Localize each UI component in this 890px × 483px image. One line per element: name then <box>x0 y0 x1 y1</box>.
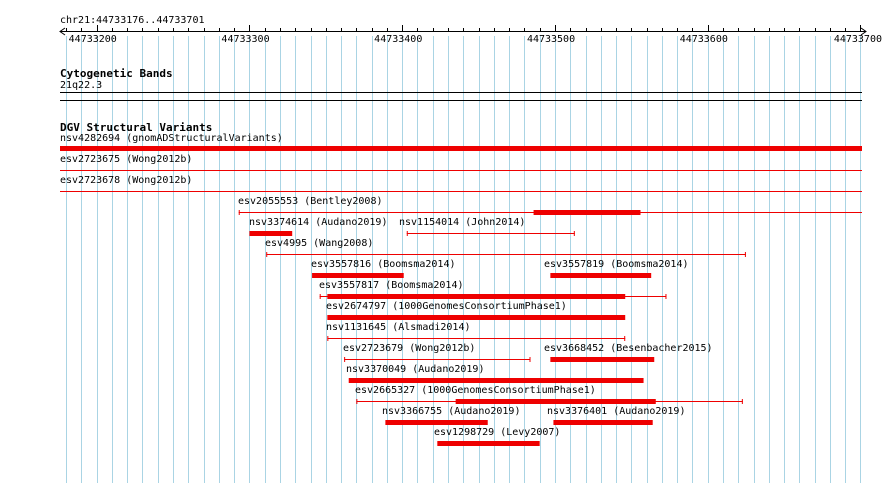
ruler-tick-label: 44733300 <box>221 34 270 45</box>
feature-label[interactable]: nsv3366755 (Audano2019) <box>382 406 521 417</box>
feature-block <box>550 273 652 278</box>
feature-block <box>327 315 626 320</box>
feature-label[interactable]: nsv1154014 (John2014) <box>399 217 526 228</box>
feature-label[interactable]: esv3668452 (Besenbacher2015) <box>544 343 713 354</box>
feature-label[interactable]: nsv3370049 (Audano2019) <box>346 364 485 375</box>
feature-label[interactable]: esv2723675 (Wong2012b) <box>60 154 193 165</box>
region-label: chr21:44733176..44733701 <box>60 15 205 26</box>
track-title-cytoband: Cytogenetic Bands <box>60 67 173 80</box>
feature-label[interactable]: nsv3376401 (Audano2019) <box>547 406 686 417</box>
ruler-arrow-left <box>59 27 66 36</box>
ruler-tick-label: 44733400 <box>374 34 423 45</box>
feature-label[interactable]: nsv3374614 (Audano2019) <box>249 217 388 228</box>
feature-label[interactable]: nsv1131645 (Alsmadi2014) <box>326 322 471 333</box>
cytoband-label: 21q22.3 <box>60 80 103 91</box>
feature-label[interactable]: esv1298729 (Levy2007) <box>434 427 561 438</box>
feature-block <box>385 420 488 425</box>
track-title-dgv: DGV Structural Variants <box>60 121 213 134</box>
feature-block <box>437 441 540 446</box>
ruler-tick-label: 44733500 <box>526 34 576 45</box>
ruler-tick-label: 44733700 <box>833 34 882 45</box>
feature-label[interactable]: nsv4282694 (gnomADStructuralVariants) <box>60 133 283 144</box>
feature-block <box>553 420 653 425</box>
cytoband-divider-bottom <box>60 100 862 101</box>
feature-label[interactable]: esv2723679 (Wong2012b) <box>343 343 476 354</box>
feature-block <box>249 231 293 236</box>
feature-block <box>455 399 656 404</box>
ruler-tick-label: 44733200 <box>68 34 117 45</box>
feature-label[interactable]: esv2723678 (Wong2012b) <box>60 175 193 186</box>
feature-label[interactable]: esv3557819 (Boomsma2014) <box>544 259 689 270</box>
feature-label[interactable]: esv2674797 (1000GenomesConsortiumPhase1) <box>326 301 567 312</box>
feature-label[interactable]: esv3557817 (Boomsma2014) <box>319 280 464 291</box>
feature-block <box>60 146 862 151</box>
feature-label[interactable]: esv3557816 (Boomsma2014) <box>311 259 456 270</box>
feature-block <box>312 273 404 278</box>
feature-label[interactable]: esv2055553 (Bentley2008) <box>238 196 383 207</box>
feature-block <box>533 210 641 215</box>
cytoband-divider-top <box>60 92 862 93</box>
feature-block <box>550 357 655 362</box>
feature-label[interactable]: esv4995 (Wang2008) <box>265 238 374 249</box>
feature-block <box>348 378 644 383</box>
ruler-arrow-right <box>860 27 867 36</box>
feature-block <box>327 294 626 299</box>
feature-label[interactable]: esv2665327 (1000GenomesConsortiumPhase1) <box>355 385 596 396</box>
ruler-tick-label: 44733600 <box>679 34 728 45</box>
